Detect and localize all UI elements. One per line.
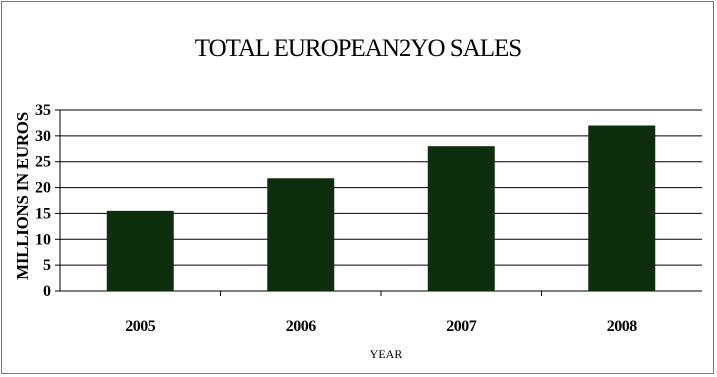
y-tick-label: 35 [35,102,51,119]
y-tick-label: 25 [35,154,51,171]
y-tick-label: 10 [35,231,51,248]
x-tick-label: 2008 [607,318,638,335]
bar [588,125,656,291]
chart-title: TOTAL EUROPEAN2YO SALES [195,35,521,62]
x-axis-label: YEAR [370,347,403,361]
y-tick-label: 0 [43,283,51,300]
bar [427,146,495,291]
x-tick-label: 2007 [446,318,477,335]
y-tick-label: 15 [35,205,51,222]
plot-area: 0 5 10 15 20 25 30 35 2005 2006 2007 2008 [35,102,702,335]
bar [267,178,335,291]
y-tick-label: 30 [35,128,51,145]
y-tick-label: 20 [35,180,51,197]
x-tick-label: 2005 [125,318,156,335]
bar [106,210,174,291]
y-tick-label: 5 [43,257,51,274]
x-tick-label: 2006 [286,318,317,335]
y-axis-label: MILLIONS IN EUROS [13,112,32,280]
